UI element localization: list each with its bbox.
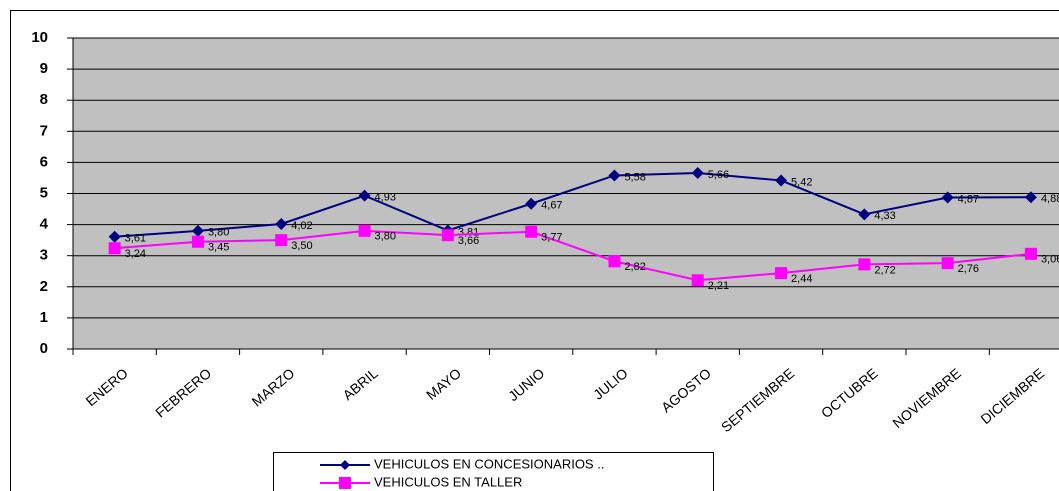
series-line — [114, 229, 1032, 282]
marker — [108, 230, 121, 243]
marker — [358, 189, 371, 202]
value-label: 3,66 — [458, 235, 479, 247]
y-tick-label: 8 — [40, 91, 48, 108]
marker — [525, 225, 538, 238]
value-label: 5,42 — [791, 176, 812, 188]
marker — [608, 255, 621, 268]
value-label: 4,87 — [958, 193, 979, 205]
value-label: 5,66 — [708, 169, 729, 181]
value-label: 3,06 — [1041, 254, 1059, 266]
value-label: 4,88 — [1041, 193, 1059, 205]
legend-marker — [340, 460, 350, 470]
value-label: 2,72 — [874, 264, 895, 276]
value-label: 3,61 — [125, 233, 146, 245]
value-label: 3,50 — [291, 240, 312, 252]
legend-label: VEHICULOS EN CONCESIONARIOS .. — [374, 456, 604, 471]
value-label: 2,76 — [958, 263, 979, 275]
marker — [191, 235, 204, 248]
marker — [275, 234, 288, 247]
value-label: 3,80 — [208, 227, 229, 239]
value-label: 5,58 — [624, 171, 645, 183]
marker — [358, 224, 371, 237]
marker — [275, 217, 288, 230]
marker — [1024, 191, 1037, 204]
legend: VEHICULOS EN CONCESIONARIOS .. VEHICULOS … — [273, 452, 714, 491]
marker — [108, 242, 121, 255]
value-label: 3,80 — [375, 231, 396, 243]
y-tick-label: 5 — [40, 184, 48, 201]
marker — [941, 191, 954, 204]
marker — [608, 169, 621, 182]
marker — [858, 258, 871, 271]
marker — [775, 267, 788, 280]
y-tick-label: 3 — [40, 247, 48, 264]
series-line — [114, 171, 1031, 238]
value-label: 3,45 — [208, 242, 229, 254]
y-tick-label: 4 — [40, 216, 49, 233]
y-tick-label: 0 — [40, 340, 48, 357]
value-label: 4,67 — [541, 200, 562, 212]
marker — [525, 197, 538, 210]
marker — [941, 257, 954, 270]
marker — [441, 229, 454, 242]
y-tick-label: 10 — [31, 29, 48, 46]
marker — [858, 208, 871, 221]
y-tick-label: 7 — [40, 122, 48, 139]
marker — [691, 166, 704, 179]
value-label: 3,24 — [125, 248, 146, 260]
y-tick-label: 1 — [40, 309, 48, 326]
legend-marker — [339, 477, 351, 489]
marker — [691, 274, 704, 287]
marker — [775, 174, 788, 187]
value-label: 3,77 — [541, 232, 562, 244]
value-label: 2,82 — [624, 261, 645, 273]
value-label: 4,93 — [375, 192, 396, 204]
marker — [191, 224, 204, 237]
y-tick-label: 6 — [40, 153, 48, 170]
value-label: 2,21 — [708, 280, 729, 292]
legend-label: VEHICULOS EN TALLER — [374, 474, 522, 489]
y-tick-label: 2 — [40, 278, 48, 295]
value-label: 2,44 — [791, 273, 812, 285]
value-label: 4,33 — [874, 210, 895, 222]
value-label: 4,02 — [291, 220, 312, 232]
marker — [1024, 247, 1037, 260]
y-tick-label: 9 — [40, 60, 48, 77]
